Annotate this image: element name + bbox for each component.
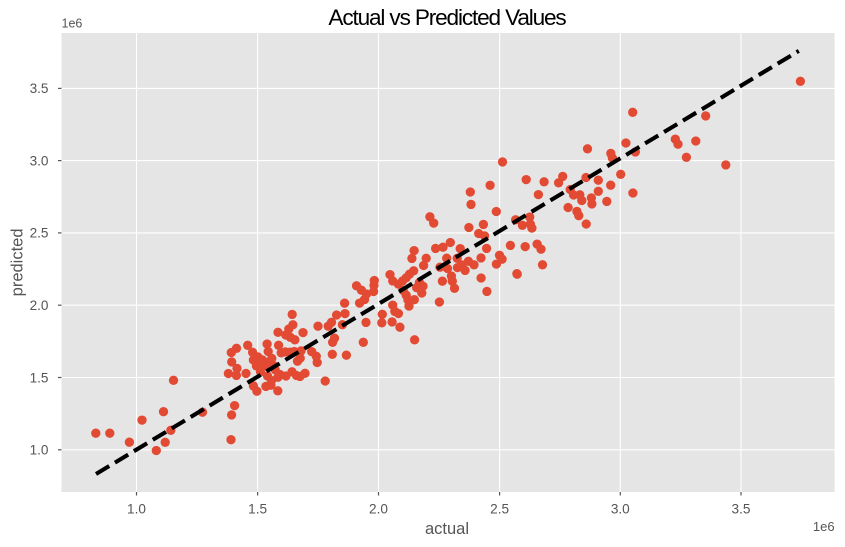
svg-text:2.0: 2.0: [30, 298, 49, 313]
svg-text:3.5: 3.5: [30, 81, 49, 96]
svg-text:2.5: 2.5: [490, 502, 509, 517]
svg-text:1.0: 1.0: [30, 443, 49, 458]
svg-text:2.5: 2.5: [30, 226, 49, 241]
svg-text:1.5: 1.5: [30, 370, 49, 385]
svg-text:1.0: 1.0: [127, 502, 146, 517]
svg-text:Actual vs Predicted Values: Actual vs Predicted Values: [328, 5, 566, 30]
svg-text:3.0: 3.0: [611, 502, 630, 517]
svg-text:3.5: 3.5: [732, 502, 751, 517]
svg-text:1e6: 1e6: [62, 16, 83, 30]
svg-text:1.5: 1.5: [248, 502, 267, 517]
svg-text:1e6: 1e6: [813, 519, 835, 534]
svg-text:3.0: 3.0: [30, 153, 49, 168]
svg-text:2.0: 2.0: [369, 502, 388, 517]
svg-text:predicted: predicted: [9, 228, 27, 296]
svg-text:actual: actual: [425, 520, 469, 538]
